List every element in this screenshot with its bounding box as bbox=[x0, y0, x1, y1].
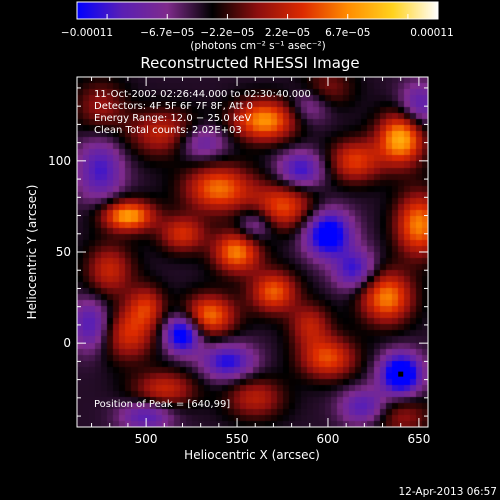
y-tick-label: 0 bbox=[63, 336, 71, 350]
annotation-line: Detectors: 4F 5F 6F 7F 8F, Att 0 bbox=[94, 101, 253, 112]
annotations: 11-Oct-2002 02:26:44.000 to 02:30:40.000… bbox=[94, 89, 311, 136]
axis-ticks bbox=[77, 77, 428, 427]
colorbar-tick-label: −2.2e−05 bbox=[200, 27, 254, 39]
x-tick-label: 550 bbox=[226, 432, 249, 446]
colorbar bbox=[76, 1, 439, 20]
chart-title: Reconstructed RHESSI Image bbox=[140, 54, 359, 72]
annotation-line: Clean Total counts: 2.02E+03 bbox=[94, 125, 242, 136]
x-tick-label: 500 bbox=[135, 432, 158, 446]
colorbar-tick-label: 6.7e−05 bbox=[325, 27, 370, 39]
peak-marker-dot bbox=[398, 371, 404, 377]
x-axis-label: Heliocentric X (arcsec) bbox=[184, 448, 320, 462]
peak-marker bbox=[398, 371, 404, 377]
colorbar-units-label: (photons cm⁻² s⁻¹ asec⁻²) bbox=[190, 40, 325, 52]
peak-label: Position of Peak = [640,99] bbox=[94, 399, 230, 410]
y-tick-label: 50 bbox=[56, 245, 71, 259]
annotation-line: 11-Oct-2002 02:26:44.000 to 02:30:40.000 bbox=[94, 89, 311, 100]
colorbar-tick-label: −0.00011 bbox=[61, 27, 113, 39]
colorbar-ticks: −0.00011 −6.7e−05 −2.2e−05 2.2e−05 6.7e−05 0.… bbox=[61, 14, 454, 39]
colorbar-tick-label: 2.2e−05 bbox=[265, 27, 310, 39]
footer-date: 12-Apr-2013 06:57 bbox=[398, 486, 497, 498]
heatmap-image bbox=[77, 77, 428, 427]
colorbar-tick-label: −6.7e−05 bbox=[140, 27, 194, 39]
annotation-line: Energy Range: 12.0 − 25.0 keV bbox=[94, 113, 251, 124]
x-tick-label: 600 bbox=[317, 432, 340, 446]
colorbar-tick-label: 0.00011 bbox=[410, 27, 453, 39]
axis-tick-labels: 500 550 600 650 0 50 100 bbox=[48, 154, 430, 446]
y-axis-label: Heliocentric Y (arcsec) bbox=[25, 185, 39, 320]
x-tick-label: 650 bbox=[407, 432, 430, 446]
y-tick-label: 100 bbox=[48, 154, 71, 168]
